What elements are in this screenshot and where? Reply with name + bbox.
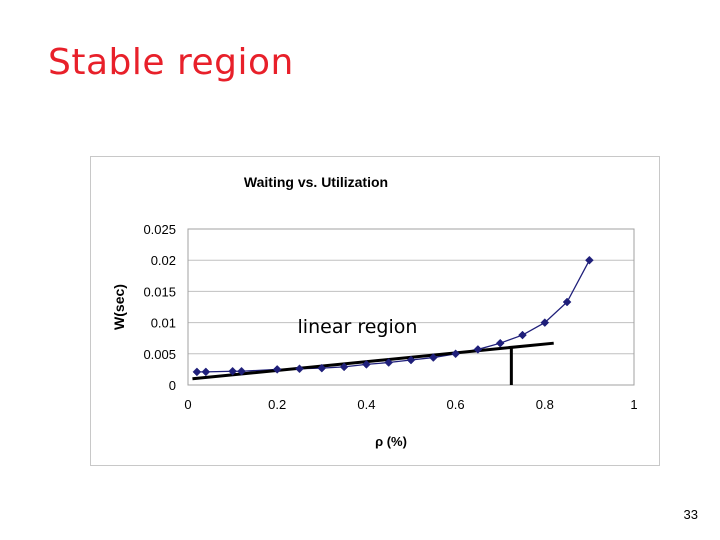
chart-title: Waiting vs. Utilization bbox=[244, 174, 388, 190]
data-point bbox=[540, 318, 550, 327]
data-point bbox=[237, 366, 246, 376]
data-point bbox=[406, 355, 416, 365]
data-point bbox=[201, 367, 211, 377]
y-tick-label: 0.015 bbox=[143, 284, 176, 299]
x-tick-label: 0.2 bbox=[268, 397, 286, 412]
data-point bbox=[295, 364, 304, 374]
waiting-vs-utilization-chart: 0 0.005 0.01 0.015 0.02 0.025 0 0.2 0.4 0.6 0.8 1 Wa… bbox=[111, 174, 638, 449]
data-point bbox=[473, 345, 483, 354]
data-point bbox=[362, 360, 371, 369]
data-point bbox=[384, 358, 394, 367]
data-point bbox=[317, 363, 327, 373]
x-axis-label: ρ (%) bbox=[375, 434, 407, 449]
y-tick-label: 0.005 bbox=[143, 347, 176, 362]
y-tick-label: 0.02 bbox=[151, 253, 176, 268]
data-point bbox=[585, 255, 594, 265]
data-point bbox=[428, 353, 438, 362]
y-tick-label: 0.01 bbox=[151, 316, 176, 331]
x-tick-label: 0 bbox=[184, 397, 191, 412]
data-point bbox=[562, 297, 572, 307]
x-tick-label: 0.6 bbox=[447, 397, 465, 412]
data-point bbox=[451, 349, 460, 359]
data-point bbox=[518, 330, 527, 340]
data-point bbox=[272, 365, 282, 374]
page-number: 33 bbox=[683, 507, 698, 522]
y-axis-label: W(sec) bbox=[111, 284, 127, 330]
data-point bbox=[339, 362, 349, 372]
linear-region-label: linear region bbox=[298, 316, 418, 338]
y-tick-label: 0 bbox=[169, 378, 176, 393]
x-tick-label: 0.4 bbox=[357, 397, 375, 412]
chart-frame: 0 0.005 0.01 0.015 0.02 0.025 0 0.2 0.4 0.6 0.8 1 Wa… bbox=[90, 156, 660, 466]
data-point bbox=[495, 338, 505, 348]
slide-title: Stable region bbox=[48, 42, 294, 83]
data-point bbox=[192, 367, 202, 377]
linear-trend-line bbox=[192, 341, 554, 381]
x-tick-label: 0.8 bbox=[536, 397, 554, 412]
y-tick-label: 0.025 bbox=[143, 222, 176, 237]
plot-border bbox=[187, 228, 635, 386]
x-tick-label: 1 bbox=[630, 397, 637, 412]
data-point bbox=[228, 366, 237, 376]
